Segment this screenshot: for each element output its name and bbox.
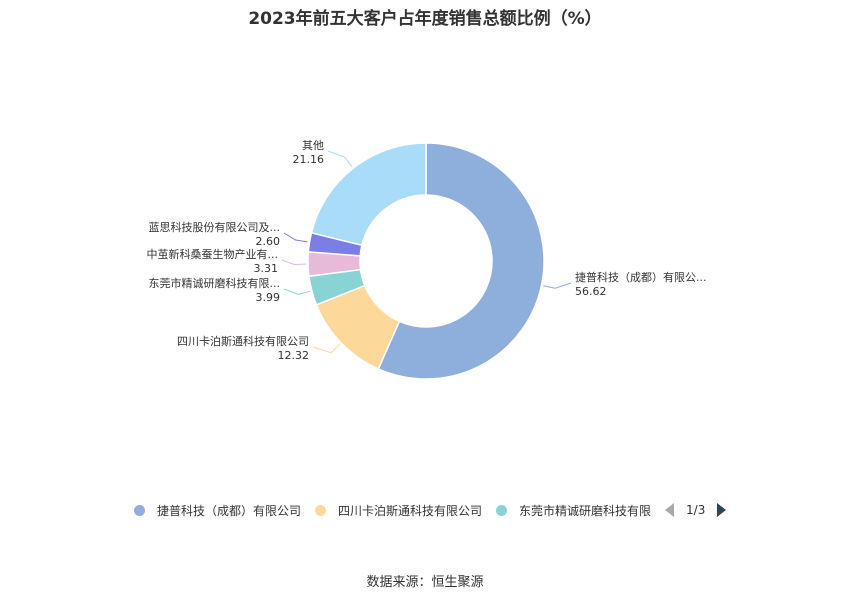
legend-label-0: 捷普科技（成都）有限公司 [157,503,302,518]
leader-line-2 [283,288,311,295]
prev-page-icon[interactable] [665,503,675,517]
legend-dot-1 [315,504,327,516]
legend-label-2: 东莞市精诚研磨科技有限 [519,503,652,518]
slice-label-value-1: 12.32 [278,349,310,362]
legend-dot-2 [496,504,508,516]
leader-line-3 [281,259,307,265]
slice-label-value-0: 56.62 [575,285,607,298]
slice-label-name-2: 东莞市精诚研磨科技有限... [149,276,281,290]
slice-label-value-3: 3.31 [254,262,279,275]
slice-label-value-4: 2.60 [256,235,281,248]
legend-dot-0 [134,504,145,516]
slice-label-name-1: 四川卡泊斯通科技有限公司 [177,334,309,348]
leader-line-5 [327,150,353,167]
legend-page-indicator: 1/3 [686,503,706,517]
legend-pager: 1/3 [665,503,727,517]
slice-0[interactable] [377,142,545,380]
legend-label-1: 四川卡泊斯通科技有限公司 [338,503,483,518]
chart-title: 2023年前五大客户占年度销售总额比例（%） [248,9,602,29]
leader-line-4 [283,232,308,243]
slice-5[interactable] [310,142,427,247]
slice-label-name-4: 蓝思科技股份有限公司及... [149,220,281,234]
legend-item-2[interactable]: 东莞市精诚研磨科技有限 [496,502,651,519]
slice-label-name-0: 捷普科技（成都）有限公... [575,270,707,284]
data-source: 数据来源：恒生聚源 [366,575,484,590]
slice-label-value-2: 3.99 [256,291,281,304]
next-page-icon[interactable] [717,503,727,517]
leader-line-1 [312,343,341,354]
leader-line-0 [543,282,572,289]
legend-item-0[interactable]: 捷普科技（成都）有限公司 [134,502,301,519]
slice-label-name-3: 中茧新科桑蚕生物产业有... [147,247,279,261]
slice-label-value-5: 21.16 [293,153,325,166]
slice-label-name-5: 其他 [302,139,324,152]
legend: 捷普科技（成都）有限公司 四川卡泊斯通科技有限公司 东莞市精诚研磨科技有限 1/… [134,500,727,520]
legend-item-1[interactable]: 四川卡泊斯通科技有限公司 [315,502,482,519]
